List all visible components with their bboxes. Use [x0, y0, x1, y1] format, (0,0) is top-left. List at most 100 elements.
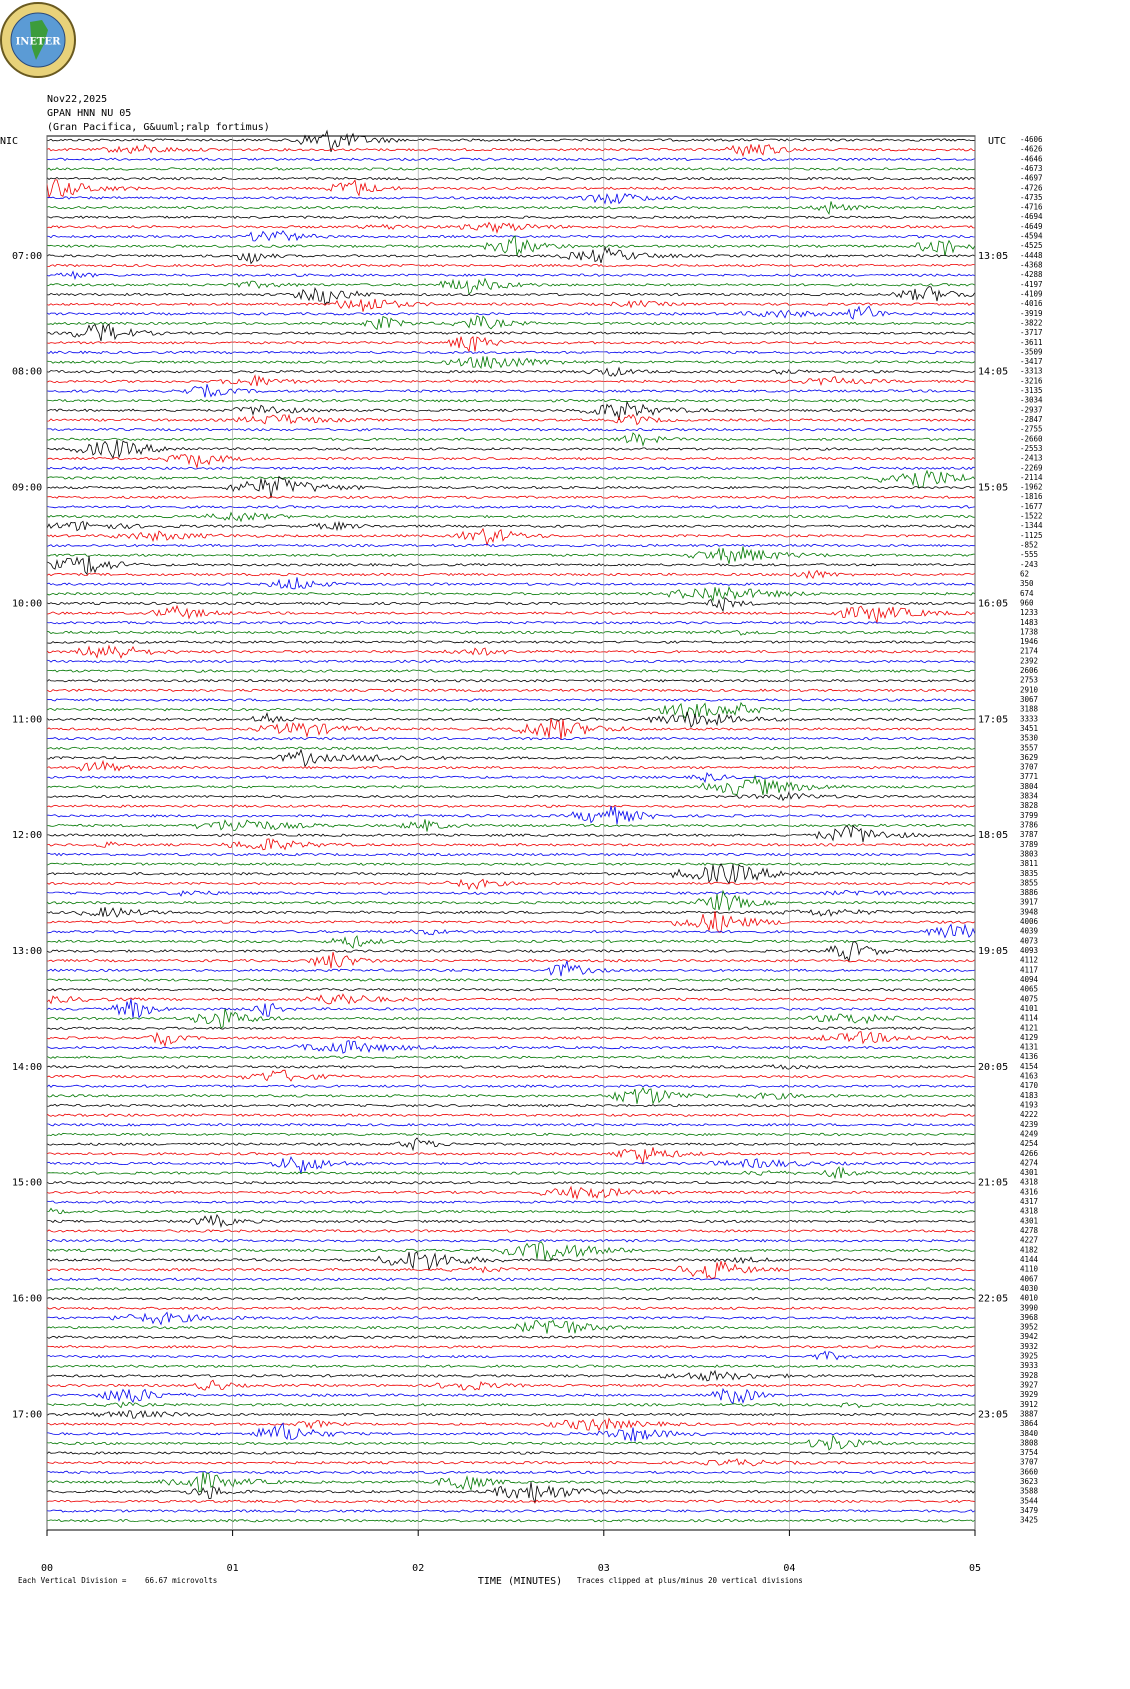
trace-offset: -3034: [1020, 396, 1043, 405]
trace-offset: 4131: [1020, 1043, 1038, 1052]
trace-offset: 3952: [1020, 1323, 1038, 1332]
trace-offset: 3948: [1020, 907, 1039, 916]
trace-offset: 3933: [1020, 1361, 1038, 1370]
trace-offset: 3929: [1020, 1390, 1038, 1399]
trace-offset: 3789: [1020, 840, 1038, 849]
plot-frame: [46, 135, 976, 1531]
utc-time: 22:05: [978, 1294, 1008, 1305]
trace: [46, 1350, 976, 1361]
trace-offset: 4193: [1020, 1101, 1038, 1110]
trace-offset: 2392: [1020, 656, 1038, 665]
trace: [47, 736, 976, 741]
trace: [46, 774, 975, 796]
x-axis-title: TIME (MINUTES): [478, 1576, 562, 1587]
trace: [46, 746, 976, 751]
trace: [46, 1260, 976, 1279]
trace-offset: 4316: [1020, 1187, 1039, 1196]
trace: [46, 350, 976, 355]
nic-time: 11:00: [12, 714, 42, 725]
trace-offset: 3927: [1020, 1380, 1038, 1389]
trace-offset: -555: [1020, 550, 1038, 559]
trace: [46, 1166, 976, 1180]
trace-offset: 4010: [1020, 1294, 1039, 1303]
trace-offset: -4594: [1020, 232, 1043, 241]
trace-offset: 2910: [1020, 685, 1039, 694]
trace: [46, 356, 976, 370]
trace: [46, 555, 976, 576]
trace: [46, 1369, 975, 1382]
trace-offset: -2413: [1020, 454, 1043, 463]
trace: [46, 1345, 976, 1349]
trace-offset: 3840: [1020, 1429, 1039, 1438]
trace: [46, 298, 976, 312]
trace-offset: 2606: [1020, 666, 1039, 675]
trace-offset: 2753: [1020, 676, 1038, 685]
trace: [46, 569, 976, 580]
trace-offset: 4183: [1020, 1091, 1038, 1100]
trace: [46, 315, 976, 331]
utc-time: 16:05: [978, 598, 1008, 609]
trace: [46, 305, 976, 320]
trace: [46, 384, 976, 398]
trace-offset: 4067: [1020, 1274, 1038, 1283]
trace-offset: -3509: [1020, 347, 1043, 356]
trace-offset: 3808: [1020, 1438, 1039, 1447]
trace-offset: -3822: [1020, 318, 1043, 327]
trace: [46, 179, 976, 199]
trace: [46, 987, 976, 992]
nic-time: 15:00: [12, 1178, 42, 1189]
trace: [46, 270, 976, 281]
trace: [46, 806, 976, 825]
trace-offset: -4448: [1020, 251, 1043, 260]
trace: [46, 910, 976, 933]
trace: [46, 1147, 976, 1165]
trace-offset: -4525: [1020, 241, 1043, 250]
trace: [47, 790, 976, 802]
trace: [46, 1499, 976, 1504]
trace-offset: 4301: [1020, 1168, 1038, 1177]
trace: [46, 400, 976, 420]
trace-offset: -852: [1020, 541, 1038, 550]
trace: [46, 889, 976, 912]
trace-offset: -243: [1020, 560, 1038, 569]
trace: [46, 1422, 976, 1443]
trace-offset: 4170: [1020, 1081, 1039, 1090]
trace-offset: -2553: [1020, 444, 1043, 453]
trace-offset: 3932: [1020, 1342, 1038, 1351]
trace: [46, 1481, 976, 1504]
trace: [46, 838, 976, 851]
trace: [46, 1379, 976, 1391]
trace-offset: 4112: [1020, 956, 1038, 965]
x-tick-label: 05: [969, 1563, 981, 1574]
trace: [46, 998, 976, 1019]
trace: [46, 978, 976, 982]
trace-offset: 3834: [1020, 792, 1039, 801]
right-zone: UTC: [988, 136, 1006, 147]
trace-offset: 3912: [1020, 1400, 1038, 1409]
trace-offset: 4065: [1020, 985, 1038, 994]
trace-offset: -4726: [1020, 183, 1043, 192]
trace-offset: 3660: [1020, 1467, 1039, 1476]
trace: [46, 1069, 976, 1082]
trace: [46, 644, 976, 659]
trace-offset: -3919: [1020, 309, 1043, 318]
trace: [46, 1434, 976, 1451]
trace-offset: 4182: [1020, 1245, 1038, 1254]
trace: [46, 454, 976, 470]
trace-offset: 2174: [1020, 647, 1039, 656]
trace: [46, 230, 976, 242]
utc-time: 13:05: [978, 251, 1008, 262]
trace: [46, 1040, 976, 1054]
trace: [46, 804, 976, 808]
trace: [46, 277, 976, 295]
trace: [46, 466, 976, 470]
trace-offset: 3557: [1020, 743, 1038, 752]
trace: [46, 366, 976, 377]
trace-offset: 3828: [1020, 801, 1039, 810]
trace: [46, 527, 976, 547]
trace-offset: -3216: [1020, 376, 1043, 385]
trace: [46, 1364, 976, 1368]
location: (Gran Pacifica, G&uuml;ralp fortimus): [47, 122, 270, 133]
trace: [46, 1387, 976, 1405]
trace-offset: 4093: [1020, 946, 1038, 955]
